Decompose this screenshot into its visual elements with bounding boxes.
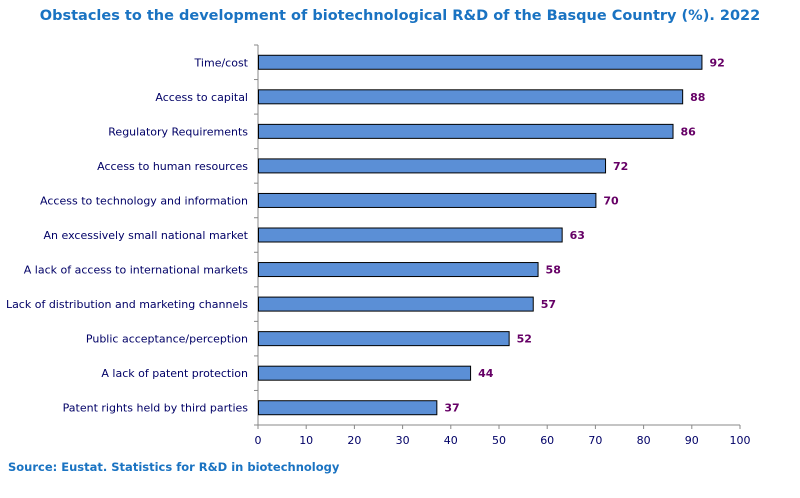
chart-title: Obstacles to the development of biotechn… <box>39 8 761 24</box>
x-tick-label: 100 <box>730 434 751 447</box>
category-label: Time/cost <box>194 56 249 69</box>
bar <box>258 331 510 347</box>
data-label: 92 <box>709 56 724 69</box>
data-label: 37 <box>444 402 459 415</box>
category-label: An excessively small national market <box>44 229 249 242</box>
x-tick-label: 90 <box>685 434 699 447</box>
data-label: 52 <box>517 333 532 346</box>
data-label: 44 <box>478 367 494 380</box>
data-label: 88 <box>690 91 705 104</box>
bar <box>258 227 563 243</box>
x-tick-label: 70 <box>588 434 602 447</box>
category-label: Regulatory Requirements <box>108 125 248 138</box>
bar <box>258 89 684 105</box>
x-tick-label: 80 <box>637 434 651 447</box>
category-label: Patent rights held by third parties <box>63 402 249 415</box>
x-tick-label: 30 <box>396 434 410 447</box>
category-label: A lack of access to international market… <box>24 264 248 277</box>
data-label: 58 <box>546 264 561 277</box>
category-label: Access to technology and information <box>40 194 248 207</box>
category-label: Public acceptance/perception <box>86 333 248 346</box>
category-label: A lack of patent protection <box>101 367 248 380</box>
bar <box>258 365 472 381</box>
bar <box>258 192 597 208</box>
x-tick-label: 40 <box>444 434 458 447</box>
bar <box>258 262 539 278</box>
bar <box>258 296 534 312</box>
bar <box>258 54 703 70</box>
x-tick-label: 20 <box>347 434 361 447</box>
bar <box>258 123 674 139</box>
bar <box>258 400 438 416</box>
x-tick-label: 0 <box>255 434 262 447</box>
category-label: Access to capital <box>155 91 248 104</box>
bar <box>258 158 607 174</box>
x-tick-label: 50 <box>492 434 506 447</box>
x-tick-label: 60 <box>540 434 554 447</box>
category-label: Lack of distribution and marketing chann… <box>6 298 248 311</box>
category-label: Access to human resources <box>97 160 248 173</box>
source-note: Source: Eustat. Statistics for R&D in bi… <box>8 460 340 474</box>
data-label: 70 <box>603 194 619 207</box>
data-label: 86 <box>681 125 697 138</box>
data-label: 57 <box>541 298 556 311</box>
x-tick-label: 10 <box>299 434 313 447</box>
data-label: 63 <box>570 229 585 242</box>
data-label: 72 <box>613 160 628 173</box>
